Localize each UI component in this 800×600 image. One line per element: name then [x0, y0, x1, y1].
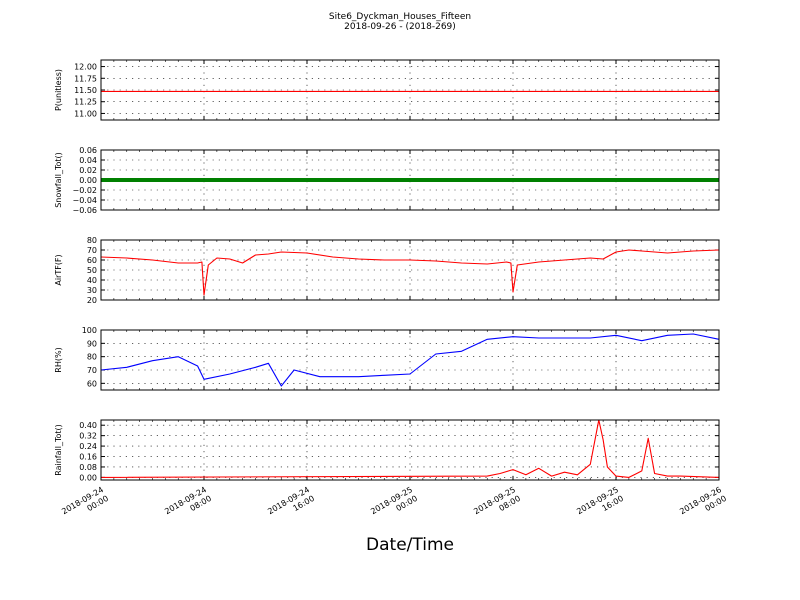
series-line	[100, 333, 720, 387]
axes-frame	[100, 239, 720, 301]
y-tick-label: 70	[87, 246, 97, 255]
y-tick-label: 0.06	[79, 146, 97, 155]
y-tick-label: 30	[87, 286, 97, 295]
y-tick-label: −0.02	[72, 186, 97, 195]
y-tick-label: 11.00	[74, 109, 97, 118]
y-tick-label: 40	[87, 276, 97, 285]
y-tick-label: 0.40	[79, 421, 97, 430]
y-tick-label: 0.08	[79, 463, 97, 472]
y-tick-label: 80	[87, 236, 97, 245]
axes-frame	[100, 419, 720, 481]
chart-subtitle: 2018-09-26 - (2018-269)	[344, 22, 456, 32]
y-tick-label: 70	[87, 366, 97, 375]
axes-frame	[100, 59, 720, 121]
y-tick-label: 60	[87, 256, 97, 265]
y-axis-label: Snowfall_Tot()	[54, 152, 63, 208]
y-tick-label: 90	[87, 339, 97, 348]
panel-4: 60 70 80 90 100 RH(%)	[54, 326, 720, 391]
y-tick-label: 11.75	[74, 74, 97, 83]
y-axis-label: AirTF(F)	[54, 254, 63, 285]
y-axis-label: P(unitless)	[54, 69, 63, 111]
axes-frame	[100, 329, 720, 391]
series-line	[100, 249, 720, 296]
y-tick-label: 0.16	[79, 453, 97, 462]
y-tick-label: −0.06	[72, 206, 97, 215]
y-tick-label: 20	[87, 296, 97, 305]
axes-frame	[100, 149, 720, 211]
y-tick-label: 0.24	[79, 442, 97, 451]
series-line	[100, 419, 720, 478]
y-tick-label: 50	[87, 266, 97, 275]
y-tick-label: 0.02	[79, 166, 97, 175]
y-tick-label: −0.04	[72, 196, 97, 205]
x-axis-label: Date/Time	[366, 535, 454, 555]
y-tick-label: 11.25	[74, 98, 97, 107]
panel-5: 0.000.080.16 0.240.32 0.40 Rainfall_Tot()	[54, 419, 720, 482]
panel-2: −0.06−0.04−0.020.000.020.040.06 Snowfall_…	[54, 146, 720, 215]
y-tick-label: 11.50	[74, 86, 97, 95]
y-tick-label: 100	[82, 326, 97, 335]
y-tick-label: 0.00	[79, 473, 97, 482]
y-tick-label: 12.00	[74, 63, 97, 72]
y-tick-label: 0.32	[79, 432, 97, 441]
y-tick-label: 0.04	[79, 156, 97, 165]
y-axis-label: RH(%)	[54, 347, 63, 372]
y-tick-label: 0.00	[79, 176, 97, 185]
y-tick-label: 80	[87, 353, 97, 362]
y-axis-label: Rainfall_Tot()	[54, 424, 63, 476]
y-tick-label: 60	[87, 379, 97, 388]
chart-title: Site6_Dyckman_Houses_Fifteen	[329, 12, 471, 22]
panel-1: 11.00 11.25 11.50 11.75 12.00 P(unitless)	[54, 59, 720, 121]
